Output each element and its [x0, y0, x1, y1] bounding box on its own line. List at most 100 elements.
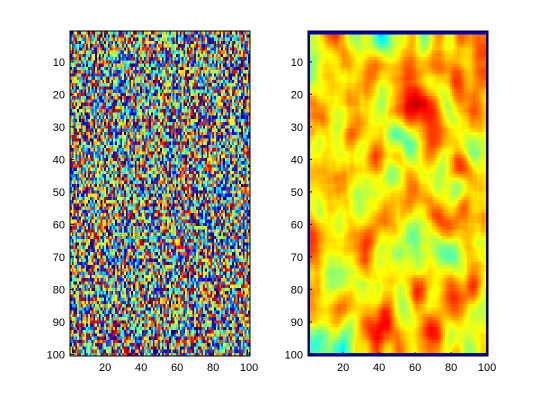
heatmap-cell [108, 148, 110, 152]
heatmap-cell [108, 181, 110, 185]
heatmap-cell [221, 138, 223, 142]
heatmap-cell [192, 190, 194, 194]
heatmap-cell [183, 99, 185, 103]
heatmap-cell [245, 119, 247, 123]
heatmap-cell [187, 60, 189, 64]
heatmap-cell [246, 181, 248, 185]
heatmap-cell [164, 125, 166, 129]
heatmap-cell [128, 73, 130, 77]
heatmap-cell [106, 83, 108, 87]
heatmap-cell [155, 70, 157, 74]
heatmap-cell [205, 86, 207, 90]
heatmap-cell [169, 109, 171, 113]
heatmap-cell [155, 135, 157, 139]
heatmap-cell [151, 106, 153, 110]
heatmap-cell [236, 99, 238, 103]
heatmap-cell [108, 122, 110, 126]
heatmap-cell [192, 86, 194, 90]
heatmap-cell [126, 54, 128, 58]
heatmap-cell [241, 145, 243, 149]
heatmap-cell [106, 174, 108, 178]
heatmap-cell [164, 181, 166, 185]
heatmap-cell [153, 90, 155, 94]
heatmap-cell [167, 181, 169, 185]
heatmap-cell [228, 184, 230, 188]
heatmap-cell [167, 99, 169, 103]
heatmap-cell [246, 57, 248, 61]
heatmap-cell [219, 138, 221, 142]
heatmap-cell [133, 145, 135, 149]
heatmap-cell [236, 57, 238, 61]
heatmap-cell [228, 80, 230, 84]
heatmap-cell [230, 122, 232, 126]
heatmap-cell [173, 47, 175, 51]
heatmap-cell [198, 171, 200, 175]
heatmap-cell [214, 129, 216, 133]
heatmap-cell [106, 44, 108, 48]
heatmap-cell [228, 73, 230, 77]
heatmap-cell [237, 57, 239, 61]
heatmap-cell [102, 60, 104, 64]
heatmap-cell [239, 109, 241, 113]
heatmap-cell [221, 70, 223, 74]
heatmap-cell [86, 86, 88, 90]
heatmap-cell [205, 60, 207, 64]
heatmap-cell [185, 125, 187, 129]
heatmap-cell [228, 57, 230, 61]
heatmap-cell [182, 34, 184, 38]
heatmap-cell [77, 161, 79, 165]
heatmap-cell [174, 67, 176, 71]
heatmap-cell [160, 99, 162, 103]
heatmap-cell [183, 142, 185, 146]
heatmap-cell [203, 57, 205, 61]
heatmap-cell [237, 51, 239, 55]
heatmap-cell [135, 34, 137, 38]
heatmap-cell [129, 83, 131, 87]
heatmap-cell [111, 103, 113, 107]
heatmap-cell [153, 187, 155, 191]
heatmap-cell [95, 73, 97, 77]
heatmap-cell [74, 70, 76, 74]
heatmap-cell [191, 161, 193, 165]
heatmap-cell [198, 151, 200, 155]
heatmap-cell [216, 47, 218, 51]
heatmap-cell [187, 177, 189, 181]
heatmap-cell [158, 164, 160, 168]
heatmap-cell [241, 119, 243, 123]
heatmap-cell [117, 83, 119, 87]
heatmap-cell [169, 116, 171, 120]
heatmap-cell [115, 142, 117, 146]
heatmap-cell [99, 112, 101, 116]
heatmap-cell [90, 148, 92, 152]
heatmap-cell [119, 54, 121, 58]
heatmap-cell [189, 142, 191, 146]
heatmap-cell [90, 83, 92, 87]
heatmap-cell [173, 155, 175, 159]
heatmap-cell [241, 103, 243, 107]
heatmap-cell [131, 145, 133, 149]
heatmap-cell [151, 41, 153, 45]
heatmap-cell [155, 83, 157, 87]
heatmap-cell [218, 129, 220, 133]
heatmap-cell [147, 60, 149, 64]
heatmap-cell [133, 177, 135, 181]
heatmap-cell [124, 96, 126, 100]
heatmap-cell [153, 148, 155, 152]
heatmap-cell [101, 93, 103, 97]
heatmap-cell [138, 142, 140, 146]
heatmap-cell [131, 44, 133, 48]
heatmap-cell [219, 151, 221, 155]
heatmap-cell [106, 80, 108, 84]
heatmap-cell [180, 86, 182, 90]
heatmap-cell [234, 184, 236, 188]
heatmap-cell [246, 44, 248, 48]
heatmap-cell [236, 122, 238, 126]
heatmap-cell [246, 145, 248, 149]
heatmap-cell [72, 181, 74, 185]
heatmap-cell [90, 132, 92, 136]
heatmap-cell [216, 51, 218, 55]
heatmap-cell [88, 96, 90, 100]
heatmap-cell [120, 171, 122, 175]
heatmap-cell [104, 86, 106, 90]
heatmap-cell [245, 187, 247, 191]
